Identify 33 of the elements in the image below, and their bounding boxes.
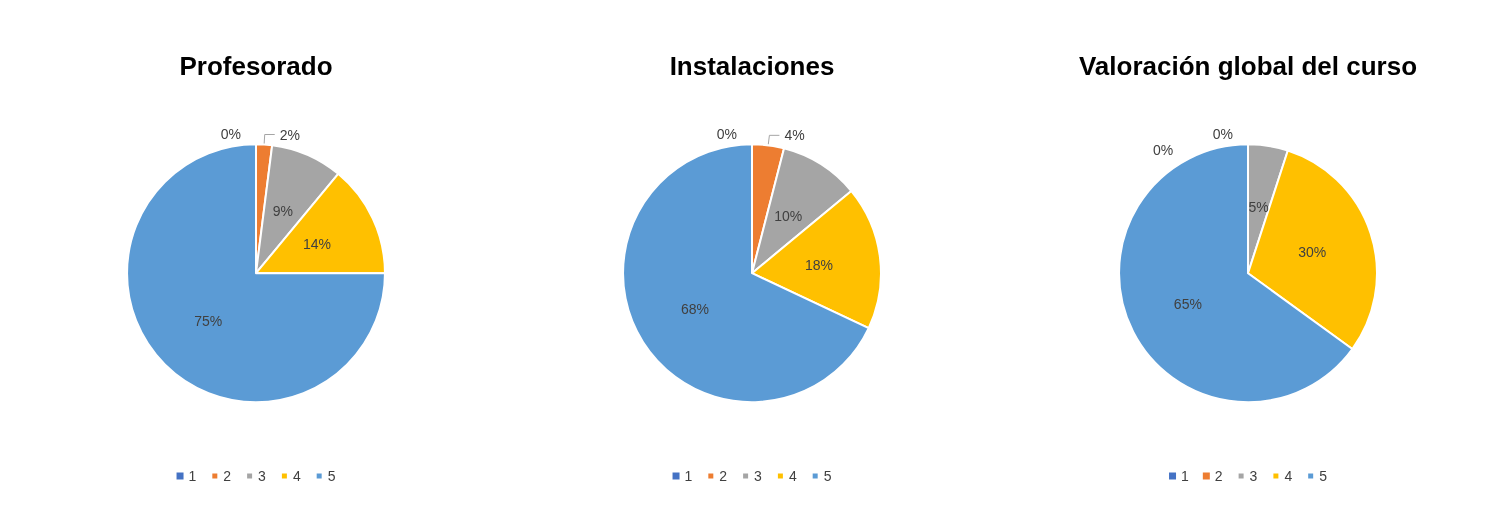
chart-title: Valoración global del curso	[1078, 51, 1418, 81]
chart-title: Profesorado	[179, 51, 333, 81]
data-label: 75%	[194, 312, 223, 329]
legend-label: 1	[1181, 468, 1190, 484]
legend-label: 4	[292, 468, 301, 484]
text: 0%	[716, 126, 737, 143]
legend-label: 2	[719, 468, 728, 484]
legend-label: 5	[327, 468, 336, 484]
text: 0%	[1152, 142, 1174, 159]
data-label: 65%	[1173, 295, 1202, 312]
legend-label: 2	[223, 468, 232, 484]
data-label: 4%	[784, 127, 805, 144]
legend-label: 3	[258, 468, 267, 484]
data-label: 10%	[774, 208, 803, 225]
legend-label: 5	[1319, 468, 1328, 484]
legend-label: 4	[1284, 468, 1293, 484]
data-label: 30%	[1298, 244, 1327, 261]
text: 0%	[1212, 126, 1233, 143]
data-label: 14%	[303, 236, 332, 253]
legend-label: 5	[823, 468, 832, 484]
legend-label: 3	[754, 468, 763, 484]
legend-label: 3	[1249, 468, 1258, 484]
legend-label: 2	[1214, 468, 1223, 484]
legend-label: 1	[684, 468, 693, 484]
data-label: 68%	[681, 301, 710, 318]
data-label: 9%	[272, 203, 293, 220]
legend-label: 4	[788, 468, 797, 484]
data-label: 2%	[279, 126, 300, 143]
data-label: 5%	[1248, 198, 1269, 215]
data-label: 18%	[804, 256, 833, 273]
chart-title: Instalaciones	[669, 51, 835, 81]
legend-label: 1	[188, 468, 197, 484]
text: 0%	[220, 126, 241, 143]
